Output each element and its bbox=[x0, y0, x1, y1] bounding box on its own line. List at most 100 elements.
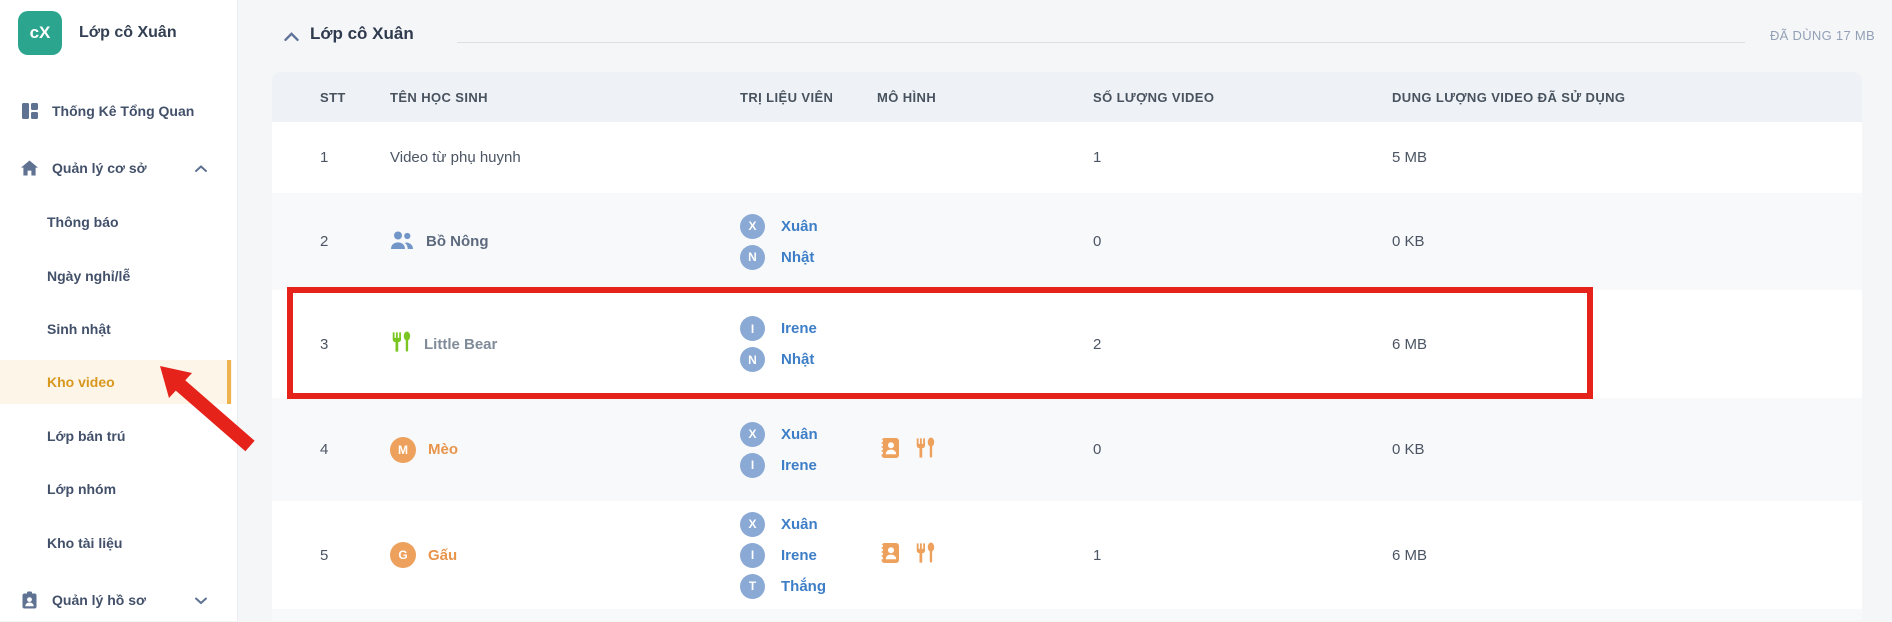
therapist-item: N Nhật bbox=[740, 347, 877, 372]
column-header-dung-luong: DUNG LƯỢNG VIDEO ĐÃ SỬ DỤNG bbox=[1392, 72, 1862, 122]
sidebar-item-label: Thông báo bbox=[47, 214, 119, 230]
therapist-item: X Xuân bbox=[740, 421, 877, 447]
section-title: Lớp cô Xuân bbox=[310, 24, 414, 43]
therapist-avatar: N bbox=[740, 347, 765, 372]
therapist-name: Xuân bbox=[781, 425, 818, 443]
group-icon bbox=[390, 230, 414, 254]
collapse-section-icon[interactable] bbox=[284, 29, 299, 47]
table-header-row: STT TÊN HỌC SINH TRỊ LIỆU VIÊN MÔ HÌNH S… bbox=[272, 72, 1862, 122]
table-row bbox=[272, 609, 1862, 621]
sidebar-group-label: Quản lý cơ sở bbox=[52, 160, 147, 176]
sidebar-item-label: Lớp nhóm bbox=[47, 481, 117, 497]
sidebar-group-quan-ly-co-so[interactable]: Quản lý cơ sở bbox=[0, 146, 237, 190]
video-count-cell: 0 bbox=[1093, 398, 1392, 501]
sidebar-item-label: Sinh nhật bbox=[47, 321, 111, 337]
therapist-name: Nhật bbox=[781, 351, 815, 368]
therapist-avatar: T bbox=[740, 573, 765, 599]
therapist-item: N Nhật bbox=[740, 244, 877, 270]
student-name: Gấu bbox=[428, 546, 458, 564]
video-storage-table-card: STT TÊN HỌC SINH TRỊ LIỆU VIÊN MÔ HÌNH S… bbox=[272, 72, 1862, 621]
table-row[interactable]: 2 Bồ Nông bbox=[272, 193, 1862, 290]
sidebar-item-kho-tai-lieu[interactable]: Kho tài liệu bbox=[0, 521, 232, 565]
stt-cell: 4 bbox=[272, 398, 390, 501]
section-divider bbox=[457, 42, 1745, 43]
therapist-avatar: I bbox=[740, 452, 765, 478]
stt-cell: 1 bbox=[320, 149, 329, 166]
id-badge-icon bbox=[20, 591, 39, 610]
sidebar-item-label: Kho tài liệu bbox=[47, 535, 123, 551]
active-item-indicator bbox=[227, 360, 231, 404]
utensils-icon bbox=[914, 542, 936, 568]
sidebar-item-thong-ke-tong-quan[interactable]: Thống Kê Tổng Quan bbox=[0, 89, 237, 133]
app-logo: cX bbox=[18, 11, 62, 55]
therapist-avatar: X bbox=[740, 421, 765, 447]
column-header-stt: STT bbox=[272, 72, 390, 122]
contact-book-icon bbox=[877, 436, 901, 464]
app-title: Lớp cô Xuân bbox=[79, 24, 177, 41]
therapist-name: Nhật bbox=[781, 248, 815, 266]
student-name: Bồ Nông bbox=[426, 233, 489, 250]
sidebar-item-label: Thống Kê Tổng Quan bbox=[52, 103, 195, 119]
sidebar-item-label: Ngày nghỉ/lễ bbox=[47, 268, 131, 284]
app-logo-row: cX Lớp cô Xuân bbox=[18, 11, 177, 55]
sidebar-item-kho-video[interactable]: Kho video bbox=[0, 360, 232, 404]
column-header-tri-lieu-vien: TRỊ LIỆU VIÊN bbox=[740, 72, 877, 122]
stt-cell: 2 bbox=[272, 193, 390, 290]
therapist-avatar: I bbox=[740, 542, 765, 568]
therapist-item: X Xuân bbox=[740, 511, 877, 537]
sidebar-item-label: Kho video bbox=[47, 374, 115, 390]
therapist-avatar: N bbox=[740, 244, 765, 270]
utensils-icon bbox=[914, 437, 936, 463]
therapist-item: I Irene bbox=[740, 542, 877, 568]
sidebar-group-label: Quản lý hồ sơ bbox=[52, 592, 146, 608]
video-storage-table: STT TÊN HỌC SINH TRỊ LIỆU VIÊN MÔ HÌNH S… bbox=[272, 72, 1862, 621]
utensils-icon bbox=[390, 331, 412, 357]
storage-size-cell: 5 MB bbox=[1392, 149, 1428, 166]
chevron-up-icon bbox=[195, 160, 207, 176]
column-header-mo-hinh: MÔ HÌNH bbox=[877, 72, 1093, 122]
home-icon bbox=[20, 159, 39, 178]
video-count-cell: 1 bbox=[1093, 546, 1102, 564]
sidebar-item-sinh-nhat[interactable]: Sinh nhật bbox=[0, 307, 232, 351]
storage-size-cell: 6 MB bbox=[1392, 335, 1428, 353]
dashboard-icon bbox=[20, 102, 39, 121]
therapist-name: Thắng bbox=[781, 577, 826, 595]
student-name: Mèo bbox=[428, 441, 458, 458]
therapist-item: I Irene bbox=[740, 316, 877, 341]
student-name: Little Bear bbox=[424, 335, 498, 353]
video-count-cell: 1 bbox=[1093, 149, 1102, 166]
column-header-ten-hoc-sinh: TÊN HỌC SINH bbox=[390, 72, 740, 122]
storage-size-cell: 6 MB bbox=[1392, 546, 1428, 564]
table-row-highlighted[interactable]: 3 Little B bbox=[272, 290, 1862, 398]
therapist-item: I Irene bbox=[740, 452, 877, 478]
therapist-name: Irene bbox=[781, 546, 817, 564]
sidebar-group-quan-ly-ho-so[interactable]: Quản lý hồ sơ bbox=[0, 578, 237, 622]
therapist-name: Xuân bbox=[781, 217, 818, 235]
therapist-avatar: X bbox=[740, 213, 765, 239]
student-name: Video từ phụ huynh bbox=[390, 149, 521, 166]
table-row[interactable]: 5 G Gấu X Xuân I Iren bbox=[272, 501, 1862, 609]
student-avatar: M bbox=[390, 436, 416, 463]
table-row[interactable]: 1 Video từ phụ huynh 1 5 MB bbox=[272, 122, 1862, 193]
stt-cell: 3 bbox=[320, 335, 329, 353]
student-avatar: G bbox=[390, 542, 416, 568]
therapist-item: X Xuân bbox=[740, 213, 877, 239]
sidebar-item-thong-bao[interactable]: Thông báo bbox=[0, 200, 232, 244]
therapist-name: Irene bbox=[781, 456, 817, 474]
contact-book-icon bbox=[877, 541, 901, 569]
storage-size-cell: 0 KB bbox=[1392, 193, 1862, 290]
sidebar-item-ngay-nghi-le[interactable]: Ngày nghỉ/lễ bbox=[0, 254, 232, 298]
sidebar-item-lop-ban-tru[interactable]: Lớp bán trú bbox=[0, 414, 232, 458]
table-row[interactable]: 4 M Mèo X Xuân I Iren bbox=[272, 398, 1862, 501]
sidebar: cX Lớp cô Xuân Thống Kê Tổng Quan Quản l… bbox=[0, 0, 238, 621]
therapist-name: Irene bbox=[781, 320, 817, 337]
therapist-avatar: X bbox=[740, 511, 765, 537]
therapist-item: T Thắng bbox=[740, 573, 877, 599]
chevron-down-icon bbox=[195, 592, 207, 608]
sidebar-item-lop-nhom[interactable]: Lớp nhóm bbox=[0, 467, 232, 511]
storage-usage-label: ĐÃ DÙNG 17 MB bbox=[1769, 28, 1875, 43]
video-count-cell: 2 bbox=[1093, 335, 1102, 353]
therapist-name: Xuân bbox=[781, 515, 818, 533]
column-header-so-luong-video: SỐ LƯỢNG VIDEO bbox=[1093, 72, 1392, 122]
stt-cell: 5 bbox=[320, 546, 329, 564]
